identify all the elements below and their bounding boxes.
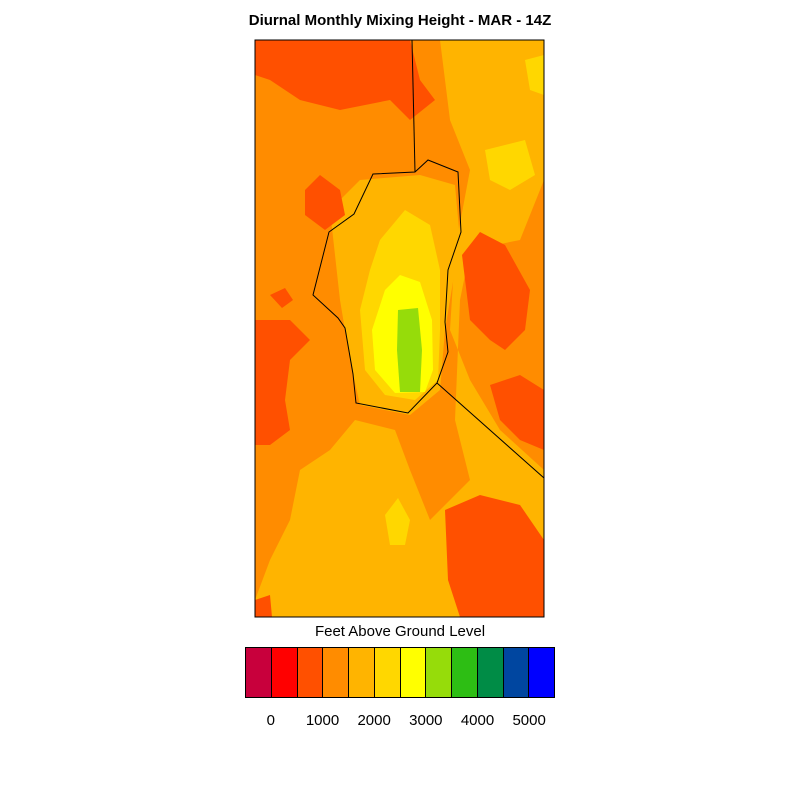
contour-band-1000-1500-nw <box>305 175 345 230</box>
contour-band-1000-1500-sw <box>255 595 272 617</box>
colorbar-swatch <box>323 648 349 697</box>
contour-band-1000-1500-east <box>462 232 530 350</box>
colorbar-swatch <box>400 648 427 697</box>
contour-band-1000-1500-west-small <box>270 288 293 308</box>
county-boundary <box>312 159 462 414</box>
contour-band-2000-2500-ne <box>505 40 544 110</box>
colorbar-swatch <box>529 648 554 697</box>
legend-title: Feet Above Ground Level <box>314 623 486 640</box>
colorbar-swatch <box>297 648 324 697</box>
contour-band-1000-1500-east-low <box>490 375 544 450</box>
contour-band-1000-1500-west <box>255 320 310 445</box>
colorbar-tick-label: 4000 <box>460 712 495 729</box>
colorbar-swatch <box>271 648 298 697</box>
colorbar-swatch <box>349 648 375 697</box>
contour-band-2500-3000-south <box>385 498 410 545</box>
boundary-lines <box>312 39 545 479</box>
contour-band-1000-1500-north <box>255 40 435 120</box>
colorbar-tick-label: 1000 <box>305 712 340 729</box>
colorbar <box>245 647 555 698</box>
contour-band-2500-3000-ne <box>525 55 544 95</box>
colorbar-swatch <box>452 648 478 697</box>
contour-fill <box>255 40 544 617</box>
map-title: Diurnal Monthly Mixing Height - MAR - 14… <box>248 12 552 29</box>
contour-band-1000-1500-se <box>445 495 544 617</box>
colorbar-swatch <box>426 648 452 697</box>
state-boundary-north <box>411 39 416 173</box>
state-boundary-southeast <box>436 382 545 479</box>
colorbar-swatch <box>374 648 401 697</box>
colorbar-swatch <box>477 648 504 697</box>
contour-band-2500-3000-east <box>485 140 535 190</box>
colorbar-tick-label: 3000 <box>409 712 443 729</box>
colorbar-tick-label: 2000 <box>357 712 391 729</box>
colorbar-swatch <box>246 648 272 697</box>
colorbar-swatch <box>503 648 530 697</box>
map-frame <box>254 39 545 618</box>
contour-band-2000-2500 <box>255 40 544 617</box>
colorbar-tick-label: 0 <box>266 712 275 729</box>
contour-band-3500-4000 <box>397 308 422 392</box>
colorbar-tick-label: 5000 <box>512 712 546 729</box>
